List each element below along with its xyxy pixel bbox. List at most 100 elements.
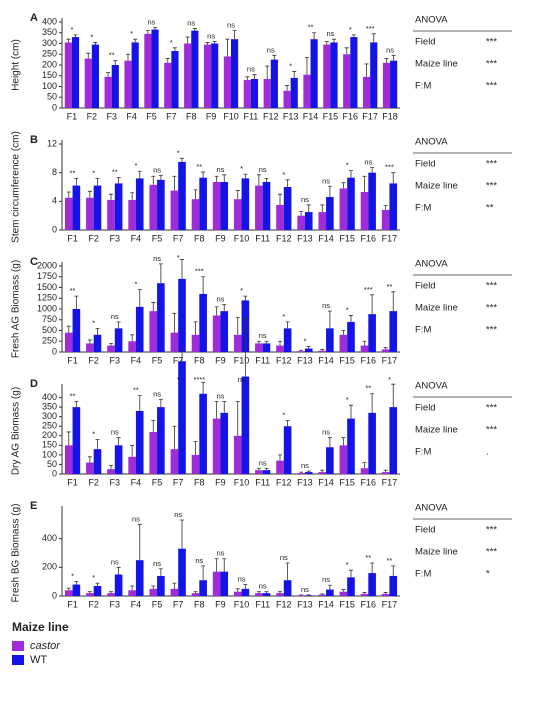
significance-label: ns: [322, 428, 330, 437]
bar: [220, 412, 229, 474]
bar: [233, 334, 242, 352]
bar: [276, 204, 284, 230]
bar: [114, 574, 123, 596]
error-bar: [235, 190, 240, 200]
significance-label: ns: [259, 165, 267, 174]
error-bar: [158, 399, 163, 408]
bar: [250, 78, 259, 108]
x-tick-label: F7: [173, 355, 184, 365]
significance-label: **: [196, 162, 202, 171]
anova-significance: **: [486, 203, 494, 214]
bar: [64, 197, 73, 230]
anova-significance: ***: [486, 325, 497, 336]
y-tick-label: 200: [42, 562, 57, 572]
y-tick-label: 12: [47, 138, 57, 148]
x-tick-label: F11: [255, 599, 270, 609]
error-bar: [93, 42, 98, 45]
error-bar: [243, 173, 248, 179]
anova-significance: ***: [486, 425, 497, 436]
y-tick-label: 1750: [37, 271, 57, 281]
bar: [72, 407, 81, 474]
error-bar: [348, 170, 353, 178]
y-tick-label: 750: [42, 314, 57, 324]
error-bar: [87, 339, 92, 344]
significance-label: ns: [148, 17, 156, 26]
anova-significance: ***: [486, 181, 497, 192]
bar: [199, 393, 207, 474]
x-tick-label: F1: [67, 355, 78, 365]
bar: [191, 199, 200, 230]
bar: [318, 350, 327, 352]
error-bar: [362, 175, 367, 193]
bar: [255, 593, 263, 596]
error-bar: [151, 420, 156, 432]
anova-term: Field: [415, 281, 436, 292]
error-bar: [245, 76, 250, 81]
error-bar: [201, 381, 206, 394]
error-bar: [383, 592, 388, 594]
anova-term: F:M: [415, 569, 431, 580]
error-bar: [312, 32, 317, 40]
significance-label: ns: [301, 195, 309, 204]
significance-label: **: [308, 23, 314, 32]
bar: [343, 54, 351, 108]
bar: [304, 348, 313, 352]
bar: [107, 593, 115, 596]
error-bar: [299, 471, 304, 474]
bar: [368, 314, 376, 352]
significance-label: ***: [385, 163, 394, 172]
y-tick-label: 200: [42, 430, 57, 440]
bar: [283, 426, 292, 474]
bar: [326, 197, 334, 230]
error-bar: [172, 425, 177, 450]
error-bar: [201, 565, 206, 581]
anova-title: ANOVA: [415, 381, 448, 392]
bar: [330, 42, 338, 108]
bar: [135, 560, 144, 596]
error-bar: [130, 444, 135, 457]
bar: [86, 593, 94, 596]
x-tick-label: F7: [173, 477, 184, 487]
bar: [128, 456, 136, 474]
bar: [104, 76, 112, 108]
bar: [114, 328, 123, 352]
error-bar: [391, 565, 396, 576]
bar: [283, 328, 292, 352]
bar: [276, 345, 284, 352]
error-bar: [327, 310, 332, 329]
bar: [233, 435, 242, 474]
error-bar: [324, 40, 329, 45]
error-bar: [232, 30, 237, 40]
significance-label: ns: [259, 582, 267, 591]
anova-significance: ***: [486, 159, 497, 170]
bar: [255, 470, 263, 474]
x-tick-label: F10: [234, 477, 250, 487]
significance-label: ns: [238, 575, 246, 584]
error-bar: [235, 317, 240, 335]
bar: [170, 588, 179, 596]
x-tick-label: F4: [131, 477, 142, 487]
bar: [72, 309, 81, 352]
bar: [363, 76, 371, 108]
error-bar: [193, 321, 198, 335]
error-bar: [87, 190, 92, 198]
bar: [326, 447, 334, 474]
error-bar: [265, 65, 270, 79]
anova-significance: ***: [486, 81, 497, 92]
bar: [71, 37, 80, 108]
error-bar: [383, 205, 388, 210]
y-axis-label: Height (cm): [11, 39, 22, 91]
x-tick-label: F1: [67, 111, 78, 121]
error-bar: [214, 175, 219, 182]
error-bar: [348, 404, 353, 419]
anova-term: Maize line: [415, 425, 458, 436]
bar: [191, 454, 200, 474]
bar: [212, 571, 221, 596]
error-bar: [106, 72, 111, 77]
x-tick-label: F16: [343, 111, 359, 121]
x-tick-label: F15: [323, 111, 339, 121]
bar: [360, 593, 369, 596]
x-tick-label: F8: [186, 111, 197, 121]
bar: [149, 311, 158, 352]
error-bar: [285, 85, 290, 91]
